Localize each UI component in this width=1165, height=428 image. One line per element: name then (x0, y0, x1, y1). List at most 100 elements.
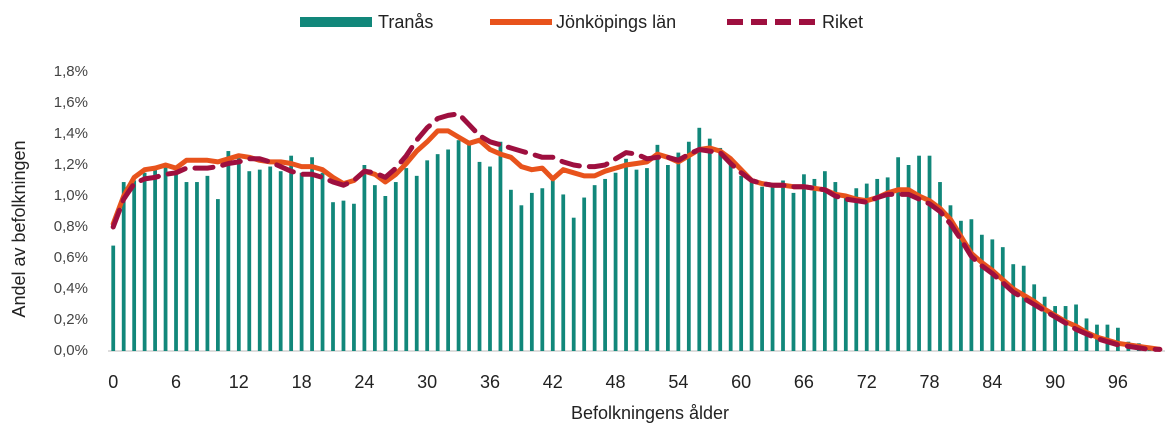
y-tick-label: 0,2% (54, 311, 88, 328)
bar (1011, 264, 1016, 351)
bar (592, 185, 597, 351)
bar (153, 168, 157, 351)
bar (132, 180, 137, 351)
bar (707, 138, 712, 351)
bar (854, 188, 859, 351)
bar (362, 165, 367, 351)
bar (655, 144, 660, 351)
bar (247, 171, 252, 351)
x-tick-label: 30 (417, 372, 437, 392)
x-tick-label: 6 (171, 372, 181, 392)
bar (289, 155, 294, 351)
bar (624, 158, 628, 351)
bar (634, 169, 639, 351)
bar (917, 155, 921, 351)
bar (268, 166, 273, 351)
bar (320, 172, 325, 351)
bar (770, 183, 775, 351)
bar (519, 205, 524, 351)
bar (802, 174, 806, 351)
bar (613, 172, 618, 351)
bar (142, 172, 147, 351)
bar (372, 185, 377, 351)
y-tick-label: 0,8% (54, 218, 88, 235)
bar (603, 178, 607, 351)
bar (456, 140, 461, 351)
bar (990, 239, 995, 351)
bar (216, 199, 220, 351)
bar (561, 194, 566, 351)
legend-label: Tranås (378, 12, 433, 32)
bar (509, 189, 513, 351)
bar (446, 149, 451, 351)
bar (498, 141, 503, 351)
bar (1042, 296, 1047, 351)
bar (299, 172, 304, 351)
bar (791, 192, 796, 351)
bar (404, 168, 409, 351)
x-tick-label: 72 (857, 372, 877, 392)
y-tick-label: 1,4% (54, 125, 88, 142)
x-tick-label: 18 (292, 372, 312, 392)
y-tick-label: 1,0% (54, 187, 88, 204)
bar (959, 220, 963, 351)
bar (236, 154, 241, 351)
bar (205, 175, 210, 351)
bar (885, 177, 890, 351)
x-tick-label: 0 (108, 372, 118, 392)
bar (393, 182, 398, 351)
series-line (110, 128, 1163, 352)
bar (352, 203, 356, 351)
y-tick-label: 1,8% (54, 63, 88, 80)
bar (1000, 247, 1005, 351)
bar (728, 163, 733, 351)
bar (979, 234, 984, 351)
x-tick-label: 96 (1108, 372, 1128, 392)
bar (184, 182, 189, 351)
bar (1063, 306, 1068, 351)
x-tick-label: 66 (794, 372, 814, 392)
y-tick-label: 0,0% (54, 342, 88, 359)
x-axis-title: Befolkningens ålder (571, 403, 729, 423)
x-tick-label: 42 (543, 372, 563, 392)
bar (111, 245, 116, 351)
bar (1053, 306, 1057, 351)
bar (425, 160, 430, 351)
bar (257, 169, 262, 351)
bar (540, 188, 545, 351)
bar (896, 157, 901, 351)
legend-swatch (300, 17, 372, 27)
bar (948, 205, 953, 351)
bar (174, 171, 178, 351)
bar (488, 166, 492, 351)
series-line (110, 111, 1163, 352)
bar (331, 202, 335, 351)
bar (1021, 265, 1026, 351)
y-tick-label: 1,6% (54, 94, 88, 111)
y-tick-label: 0,6% (54, 249, 88, 266)
bar (875, 178, 880, 351)
bar (864, 183, 869, 351)
bar (414, 175, 419, 351)
bar (195, 182, 199, 351)
bar (582, 197, 587, 351)
legend-label: Jönköpings län (556, 12, 676, 32)
bar (477, 161, 482, 351)
x-tick-label: 60 (731, 372, 751, 392)
bar (310, 157, 314, 351)
bar (529, 192, 534, 351)
bar (1032, 284, 1037, 351)
x-tick-label: 12 (229, 372, 249, 392)
bar (383, 196, 388, 351)
x-tick-label: 48 (606, 372, 626, 392)
bar (226, 151, 231, 351)
bar (822, 171, 827, 351)
bar (571, 217, 576, 351)
x-tick-label: 54 (668, 372, 688, 392)
y-tick-label: 1,2% (54, 156, 88, 173)
bar (278, 171, 283, 351)
bar (467, 144, 471, 351)
y-axis-title: Andel av befolkningen (9, 140, 29, 317)
bar (906, 165, 911, 351)
